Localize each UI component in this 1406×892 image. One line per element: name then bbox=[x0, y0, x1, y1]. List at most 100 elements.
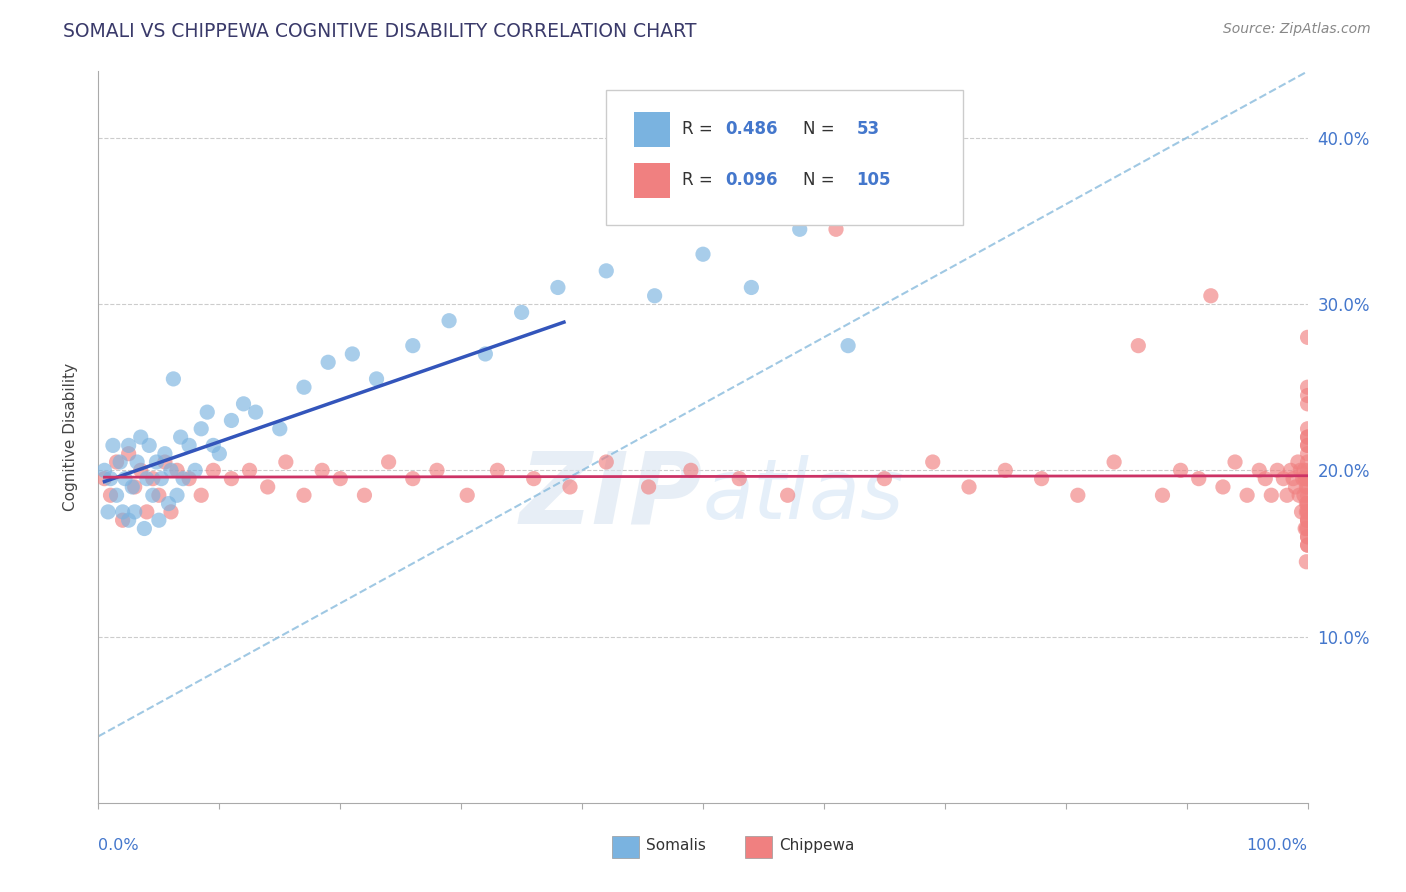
Point bbox=[1296, 438, 1319, 452]
Text: R =: R = bbox=[682, 120, 718, 138]
Point bbox=[353, 488, 375, 502]
Point bbox=[1289, 463, 1312, 477]
Point bbox=[1249, 463, 1271, 477]
Point bbox=[1296, 472, 1319, 486]
Point bbox=[93, 472, 115, 486]
Point bbox=[134, 521, 156, 535]
Point bbox=[184, 463, 207, 477]
Point bbox=[208, 447, 231, 461]
Point bbox=[1296, 430, 1319, 444]
Point bbox=[292, 488, 315, 502]
Point bbox=[142, 488, 165, 502]
Point bbox=[402, 472, 425, 486]
Point bbox=[637, 480, 659, 494]
Point bbox=[105, 455, 128, 469]
Point bbox=[93, 463, 115, 477]
Point bbox=[837, 338, 859, 352]
Point bbox=[1296, 513, 1319, 527]
Point bbox=[595, 264, 617, 278]
Point bbox=[145, 455, 167, 469]
Point bbox=[1275, 488, 1298, 502]
Text: 0.096: 0.096 bbox=[724, 171, 778, 189]
Point bbox=[426, 463, 449, 477]
Point bbox=[1254, 472, 1277, 486]
Point bbox=[111, 505, 134, 519]
Point bbox=[127, 455, 149, 469]
Point bbox=[153, 455, 176, 469]
Point bbox=[1170, 463, 1192, 477]
Point bbox=[148, 488, 170, 502]
Point bbox=[728, 472, 751, 486]
Point bbox=[1296, 488, 1319, 502]
Point bbox=[437, 314, 460, 328]
Point bbox=[118, 513, 141, 527]
Point bbox=[1296, 472, 1319, 486]
Point bbox=[1296, 530, 1319, 544]
Point bbox=[129, 430, 152, 444]
Point bbox=[274, 455, 297, 469]
Point bbox=[558, 480, 581, 494]
Point bbox=[1296, 521, 1319, 535]
Text: 53: 53 bbox=[856, 120, 880, 138]
Point bbox=[100, 488, 122, 502]
Point bbox=[118, 447, 141, 461]
Point bbox=[221, 472, 243, 486]
Point bbox=[1102, 455, 1125, 469]
Point bbox=[825, 222, 848, 236]
Point bbox=[169, 430, 191, 444]
FancyBboxPatch shape bbox=[613, 836, 638, 858]
Point bbox=[292, 380, 315, 394]
Point bbox=[162, 372, 184, 386]
Point bbox=[1295, 480, 1317, 494]
Text: Somalis: Somalis bbox=[647, 838, 706, 853]
Point bbox=[179, 438, 201, 452]
Point bbox=[1295, 555, 1317, 569]
Point bbox=[1223, 455, 1246, 469]
Text: R =: R = bbox=[682, 171, 718, 189]
Point bbox=[644, 289, 666, 303]
Point bbox=[166, 488, 188, 502]
Point bbox=[1296, 397, 1319, 411]
Point bbox=[111, 513, 134, 527]
Point bbox=[1296, 505, 1319, 519]
Text: 100.0%: 100.0% bbox=[1247, 838, 1308, 853]
Point bbox=[101, 438, 124, 452]
Point bbox=[311, 463, 333, 477]
Point bbox=[190, 422, 212, 436]
Point bbox=[1296, 513, 1319, 527]
Point bbox=[153, 447, 176, 461]
Point bbox=[1296, 430, 1319, 444]
Point bbox=[692, 247, 714, 261]
Point bbox=[221, 413, 243, 427]
Point bbox=[1296, 472, 1319, 486]
Point bbox=[1296, 530, 1319, 544]
Point bbox=[1292, 488, 1315, 502]
Point bbox=[1296, 538, 1319, 552]
Point bbox=[114, 472, 136, 486]
Point bbox=[1152, 488, 1174, 502]
Point bbox=[402, 338, 425, 352]
Point bbox=[105, 488, 128, 502]
Text: N =: N = bbox=[803, 120, 835, 138]
Point bbox=[342, 347, 364, 361]
Point bbox=[1286, 455, 1309, 469]
Point bbox=[1296, 480, 1319, 494]
Point bbox=[1296, 438, 1319, 452]
Point bbox=[142, 472, 165, 486]
Point bbox=[138, 438, 160, 452]
Point bbox=[921, 455, 943, 469]
Text: atlas: atlas bbox=[703, 455, 904, 536]
Point bbox=[97, 505, 120, 519]
Point bbox=[679, 463, 702, 477]
Point bbox=[1292, 463, 1315, 477]
Point bbox=[1296, 505, 1319, 519]
Point bbox=[1296, 472, 1319, 486]
Point bbox=[456, 488, 478, 502]
Point bbox=[179, 472, 201, 486]
Point bbox=[1295, 521, 1317, 535]
Point bbox=[239, 463, 262, 477]
Text: 0.0%: 0.0% bbox=[98, 838, 139, 853]
Point bbox=[1296, 380, 1319, 394]
Point bbox=[202, 438, 225, 452]
Point bbox=[190, 488, 212, 502]
